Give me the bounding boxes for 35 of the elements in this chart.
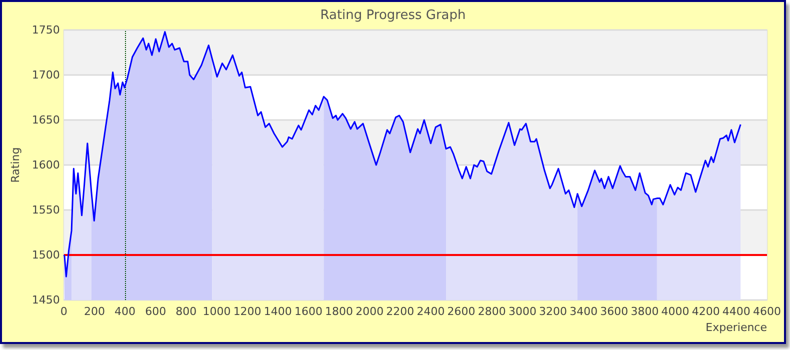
y-tick-label: 1750 (32, 24, 60, 36)
x-tick-label: 3000 (508, 305, 536, 318)
x-tick-label: 1400 (264, 305, 292, 318)
y-tick-label: 1700 (32, 68, 60, 82)
x-tick-label: 4200 (692, 305, 720, 318)
y-tick-label: 1550 (32, 204, 60, 216)
x-tick-label: 4600 (753, 305, 782, 318)
x-tick-label: 1800 (325, 305, 354, 318)
y-axis-title: Rating (9, 147, 22, 183)
x-tick-label: 200 (84, 305, 105, 318)
chart-title: Rating Progress Graph (320, 8, 466, 23)
y-tick-label: 1650 (32, 114, 60, 126)
y-tick-label: 1600 (32, 158, 60, 172)
x-tick-label: 1200 (233, 305, 262, 318)
x-tick-label: 800 (176, 305, 197, 318)
x-tick-label: 3200 (539, 305, 568, 318)
x-tick-label: 3800 (630, 305, 659, 318)
x-tick-label: 600 (145, 305, 166, 318)
x-tick-label: 3600 (600, 305, 628, 318)
x-tick-label: 2400 (416, 305, 445, 318)
x-tick-label: 4000 (661, 305, 690, 318)
x-tick-label: 1600 (294, 305, 322, 318)
y-tick-label: 1500 (32, 248, 60, 262)
y-tick-label: 1450 (32, 294, 60, 306)
x-tick-label: 400 (114, 305, 136, 318)
x-axis-title: Experience (706, 321, 768, 334)
x-tick-label: 2200 (386, 305, 414, 318)
x-tick-label: 1000 (202, 305, 231, 318)
x-tick-label: 2800 (478, 305, 506, 318)
x-tick-label: 2000 (356, 305, 384, 318)
x-tick-label: 2600 (447, 305, 476, 318)
x-tick-label: 3400 (570, 305, 598, 318)
x-tick-label: 0 (60, 305, 68, 318)
line-series (63, 31, 742, 278)
x-tick-label: 4400 (722, 305, 750, 318)
